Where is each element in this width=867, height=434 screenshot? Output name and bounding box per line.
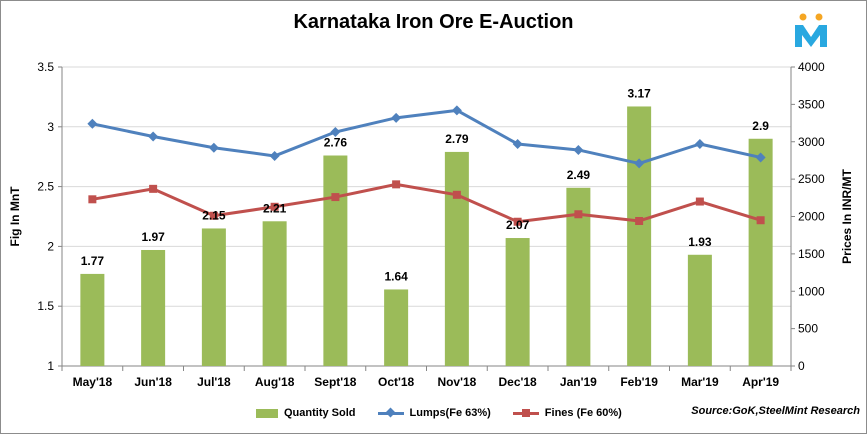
bar-data-label: 2.15: [202, 208, 226, 222]
bar-data-label: 1.77: [81, 254, 105, 268]
chart-title: Karnataka Iron Ore E-Auction: [293, 11, 574, 33]
lumps-point: [330, 127, 341, 138]
legend-label-fines: Fines (Fe 60%): [544, 407, 622, 419]
fines-point: [635, 216, 644, 225]
bar: [444, 151, 469, 366]
y-left-tick-label: 1: [47, 359, 54, 373]
fines-point: [209, 211, 218, 220]
legend: Quantity Sold Lumps(Fe 63%) Fines (Fe 60…: [256, 404, 644, 422]
bar: [748, 138, 773, 366]
y-left-tick-label: 2: [47, 239, 54, 253]
y-left-tick-label: 3: [47, 120, 54, 134]
x-tick-label: Aug'18: [255, 375, 295, 389]
fines-line: [92, 182, 762, 224]
fines-point: [695, 197, 704, 206]
lumps-point: [391, 112, 402, 123]
bar-data-label: 1.93: [688, 235, 712, 249]
source-note: Source:GoK,SteelMint Research: [691, 405, 860, 417]
x-tick-label: Jun'18: [134, 375, 172, 389]
legend-bar-swatch: [256, 408, 278, 418]
lumps-point: [87, 118, 98, 129]
y-left-tick-label: 1.5: [37, 299, 54, 313]
y-right-tick-label: 2500: [798, 172, 825, 186]
legend-label-lumps: Lumps(Fe 63%): [409, 407, 491, 419]
x-tick-label: Dec'18: [499, 375, 538, 389]
x-tick-label: May'18: [73, 375, 113, 389]
lumps-point: [269, 150, 280, 161]
bar: [687, 254, 712, 366]
bar-data-label: 2.07: [506, 218, 530, 232]
bar-data-label: 2.79: [445, 132, 469, 146]
x-tick-label: Jul'18: [197, 375, 231, 389]
fines-point: [331, 193, 340, 202]
bar: [384, 289, 409, 366]
bar: [141, 249, 166, 366]
x-tick-label: Jan'19: [560, 375, 597, 389]
legend-label-quantity-sold: Quantity Sold: [284, 407, 356, 419]
lumps-point: [512, 138, 523, 149]
bar-data-label: 2.76: [324, 136, 348, 150]
fines-point: [756, 216, 765, 225]
lumps-point: [573, 144, 584, 155]
y-right-tick-label: 1000: [798, 284, 825, 298]
y-right-tick-label: 4000: [798, 60, 825, 74]
legend-line-swatch-fines: [512, 407, 539, 419]
fines-point: [392, 180, 401, 189]
lumps-point: [148, 131, 159, 142]
y-right-axis-title: Prices In INR/MT: [840, 168, 854, 263]
y-right-tick-label: 0: [798, 359, 805, 373]
chart-canvas: 1 1.5 2 2.5 3 3.5 0 500 1000 1500 2000 2500 3000 3500…: [8, 60, 854, 389]
x-tick-label: Mar'19: [681, 375, 719, 389]
steelmint-logo-icon: [795, 13, 827, 47]
bar: [262, 221, 287, 366]
x-tick-label: Apr'19: [742, 375, 779, 389]
bar: [505, 238, 530, 366]
bar-data-label: 2.9: [752, 119, 769, 133]
legend-item-quantity-sold: Quantity Sold: [256, 407, 356, 419]
lumps-point: [208, 142, 219, 153]
fines-point: [270, 202, 279, 211]
x-tick-label: Sept'18: [314, 375, 357, 389]
lumps-point: [755, 152, 766, 163]
bar-data-label: 3.17: [627, 86, 651, 100]
bar: [80, 273, 105, 366]
bar: [323, 155, 348, 366]
fines-point: [88, 195, 97, 204]
bar-data-label: 2.49: [567, 168, 591, 182]
fines-point: [149, 184, 158, 193]
lumps-point: [634, 158, 645, 169]
y-left-tick-label: 3.5: [37, 60, 54, 74]
legend-item-fines: Fines (Fe 60%): [512, 407, 622, 419]
bar: [627, 106, 652, 366]
fines-point: [452, 190, 461, 199]
x-tick-label: Oct'18: [378, 375, 415, 389]
x-tick-label: Feb'19: [620, 375, 658, 389]
bar: [201, 228, 226, 366]
lumps-point: [451, 105, 462, 116]
lumps-line: [92, 108, 761, 165]
bar-data-label: 1.97: [141, 230, 165, 244]
lumps-point: [694, 138, 705, 149]
y-left-axis-title: Fig In MnT: [8, 186, 22, 247]
y-right-tick-label: 1500: [798, 247, 825, 261]
fines-point: [574, 210, 583, 219]
y-right-tick-label: 2000: [798, 210, 825, 224]
bar-data-label: 1.64: [384, 269, 408, 283]
legend-line-swatch-lumps: [377, 407, 404, 419]
fines-point: [513, 217, 522, 226]
y-right-tick-label: 3500: [798, 97, 825, 111]
bar-data-label: 2.21: [263, 201, 287, 215]
x-tick-label: Nov'18: [437, 375, 476, 389]
y-left-tick-label: 2.5: [37, 180, 54, 194]
legend-item-lumps: Lumps(Fe 63%): [377, 407, 491, 419]
y-right-tick-label: 3000: [798, 135, 825, 149]
y-right-tick-label: 500: [798, 322, 818, 336]
